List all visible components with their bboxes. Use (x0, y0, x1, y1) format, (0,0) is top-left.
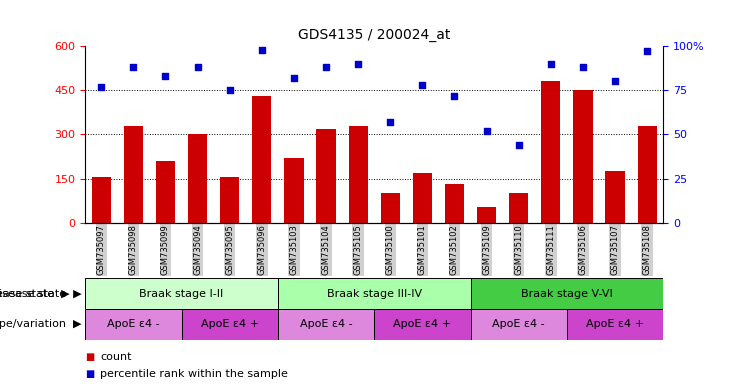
Bar (316, 129, 336, 223)
Bar (637, 126, 657, 223)
Point (385, 119, 396, 125)
Point (224, 87, 236, 93)
Bar (188, 134, 207, 223)
Bar (605, 171, 625, 223)
Bar (285, 158, 304, 223)
Point (513, 142, 525, 148)
Point (127, 64, 139, 70)
Bar (374, 309, 471, 340)
Bar (156, 161, 175, 223)
Bar (477, 207, 496, 223)
Bar (574, 90, 593, 223)
Text: ■: ■ (85, 352, 94, 362)
Bar (85, 278, 278, 309)
Point (288, 75, 300, 81)
Text: ApoE ε4 -: ApoE ε4 - (492, 319, 545, 329)
Point (159, 73, 171, 79)
Bar (471, 309, 567, 340)
Bar (92, 177, 111, 223)
Text: Braak stage I-II: Braak stage I-II (139, 289, 224, 299)
Point (609, 78, 621, 84)
Point (481, 128, 493, 134)
Point (192, 64, 204, 70)
Point (352, 61, 364, 67)
Text: ■: ■ (85, 369, 94, 379)
Bar (252, 96, 271, 223)
Bar (381, 193, 400, 223)
Bar (445, 184, 464, 223)
Bar (85, 309, 182, 340)
Bar (413, 173, 432, 223)
Bar (471, 278, 663, 309)
Point (416, 82, 428, 88)
Point (577, 64, 589, 70)
Point (545, 61, 556, 67)
Text: disease state  ▶: disease state ▶ (0, 289, 69, 299)
Point (256, 46, 268, 53)
Point (96, 84, 107, 90)
Bar (278, 309, 374, 340)
Bar (348, 126, 368, 223)
Text: disease state  ▶: disease state ▶ (0, 289, 82, 299)
Bar (541, 81, 560, 223)
Text: ApoE ε4 +: ApoE ε4 + (393, 319, 451, 329)
Text: ApoE ε4 -: ApoE ε4 - (107, 319, 160, 329)
Point (320, 64, 332, 70)
Bar (567, 309, 663, 340)
Text: genotype/variation  ▶: genotype/variation ▶ (0, 319, 82, 329)
Text: ApoE ε4 +: ApoE ε4 + (586, 319, 644, 329)
Point (448, 93, 460, 99)
Text: percentile rank within the sample: percentile rank within the sample (100, 369, 288, 379)
Text: Braak stage V-VI: Braak stage V-VI (521, 289, 613, 299)
Bar (182, 309, 278, 340)
Bar (509, 193, 528, 223)
Bar (220, 177, 239, 223)
Bar (278, 278, 471, 309)
Text: Braak stage III-IV: Braak stage III-IV (327, 289, 422, 299)
Bar (124, 126, 143, 223)
Text: count: count (100, 352, 132, 362)
Text: ApoE ε4 +: ApoE ε4 + (201, 319, 259, 329)
Title: GDS4135 / 200024_at: GDS4135 / 200024_at (298, 28, 451, 42)
Point (641, 48, 653, 55)
Text: ApoE ε4 -: ApoE ε4 - (299, 319, 353, 329)
